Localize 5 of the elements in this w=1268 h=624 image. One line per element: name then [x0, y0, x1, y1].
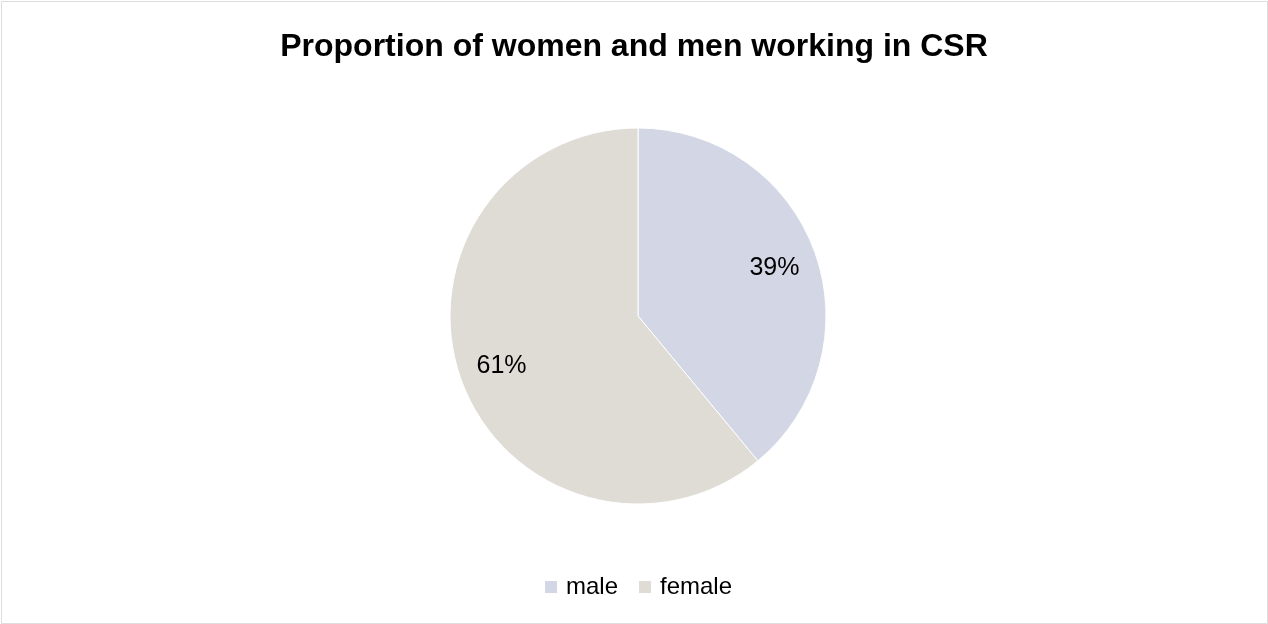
chart-title: Proportion of women and men working in CSR: [280, 27, 988, 63]
legend-label: female: [660, 572, 733, 599]
data-label: 39%: [749, 251, 800, 280]
legend-label: male: [566, 572, 619, 599]
data-label: 61%: [476, 350, 527, 379]
